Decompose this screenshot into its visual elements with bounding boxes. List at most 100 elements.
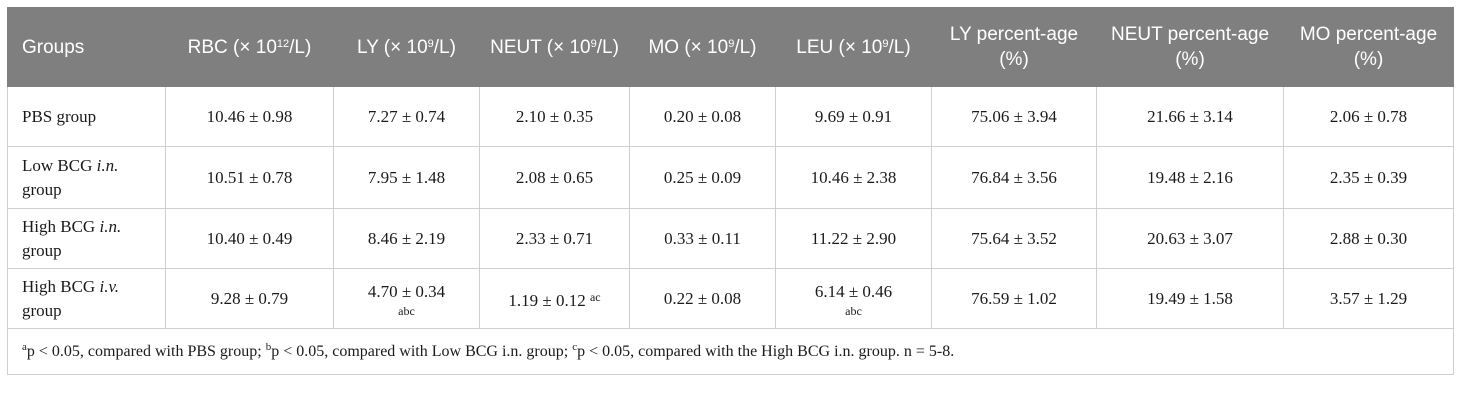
group-name: PBS group: [22, 106, 97, 126]
column-header-text: MO (× 10: [648, 36, 729, 58]
column-header-text: Groups: [22, 36, 85, 58]
column-header: NEUT percent-age (%): [1096, 7, 1284, 87]
table-row: High BCG i.n. group 10.40 ± 0.49 8.46 ± 2.…: [7, 208, 1454, 269]
column-header-exponent: 12: [276, 37, 290, 50]
cell-value: 3.57 ± 1.29: [1329, 288, 1408, 308]
column-header-unit: /L): [289, 36, 312, 58]
table-row: High BCG i.v. group 9.28 ± 0.79 4.70 ± 0.3…: [7, 268, 1454, 329]
cell-value: 8.46 ± 2.19: [367, 228, 446, 248]
value-cell: 0.25 ± 0.09: [629, 146, 776, 209]
cell-value: 9.69 ± 0.91: [814, 106, 893, 126]
table-footer: ap < 0.05, compared with PBS group; bp <…: [7, 328, 1454, 375]
value-cell: 21.66 ± 3.14: [1096, 86, 1284, 147]
value-cell: 75.64 ± 3.52: [931, 208, 1097, 269]
value-cell: 75.06 ± 3.94: [931, 86, 1097, 147]
column-header-text: LEU (× 10: [796, 36, 883, 58]
column-header-exponent: 9: [728, 37, 735, 50]
table-row: PBS group 10.46 ± 0.98 7.27 ± 0.74 2.10 ± 0…: [7, 86, 1454, 147]
value-cell: 9.69 ± 0.91: [775, 86, 932, 147]
footnote-text: p < 0.05, compared with Low BCG i.n. gro…: [271, 342, 573, 360]
cell-value: 2.88 ± 0.30: [1329, 228, 1408, 248]
cell-value: 4.70 ± 0.34: [367, 281, 446, 301]
cell-value: 2.35 ± 0.39: [1329, 167, 1408, 187]
column-header-unit: /L): [596, 36, 619, 58]
cell-value: 1.19 ± 0.12: [508, 290, 586, 310]
cell-value: 2.08 ± 0.65: [515, 167, 594, 187]
column-header: Groups: [7, 7, 166, 87]
cell-value: 0.33 ± 0.11: [664, 228, 741, 248]
value-cell: 3.57 ± 1.29: [1283, 268, 1454, 329]
significance-mark: abc: [845, 303, 862, 318]
value-cell: 10.46 ± 0.98: [165, 86, 334, 147]
cell-value: 11.22 ± 2.90: [810, 228, 897, 248]
group-suffix: group: [22, 240, 62, 260]
column-header-text: MO percent-age (%): [1299, 24, 1438, 70]
significance-mark: ac: [589, 289, 601, 304]
table-row: Low BCG i.n. group 10.51 ± 0.78 7.95 ± 1.4…: [7, 146, 1454, 209]
footnote-text: p < 0.05, compared with the High BCG i.n…: [577, 342, 955, 360]
value-cell: 76.59 ± 1.02: [931, 268, 1097, 329]
value-cell: 0.22 ± 0.08: [629, 268, 776, 329]
cell-value: 19.49 ± 1.58: [1147, 288, 1233, 308]
value-cell: 1.19 ± 0.12 ac: [479, 268, 630, 329]
group-suffix: group: [22, 300, 62, 320]
cell-value: 7.95 ± 1.48: [367, 167, 446, 187]
column-header-unit: /L): [734, 36, 757, 58]
group-route: i.n.: [96, 155, 119, 175]
column-header: MO (× 109/L): [629, 7, 776, 87]
value-cell: 2.06 ± 0.78: [1283, 86, 1454, 147]
column-header-exponent: 9: [590, 37, 597, 50]
table-header: Groups RBC (× 1012/L) LY (× 109/L) NEUT (× …: [7, 7, 1454, 87]
cell-value: 2.33 ± 0.71: [515, 228, 594, 248]
column-header: LEU (× 109/L): [775, 7, 932, 87]
cell-value: 0.25 ± 0.09: [663, 167, 742, 187]
value-cell: 0.20 ± 0.08: [629, 86, 776, 147]
group-route: i.n.: [99, 216, 122, 236]
value-cell: 2.88 ± 0.30: [1283, 208, 1454, 269]
value-cell: 2.35 ± 0.39: [1283, 146, 1454, 209]
group-route: i.v.: [99, 276, 119, 296]
column-header-exponent: 9: [882, 37, 889, 50]
value-cell: 7.27 ± 0.74: [333, 86, 480, 147]
column-header: MO percent-age (%): [1283, 7, 1454, 87]
column-header-text: LY (× 10: [357, 36, 428, 58]
value-cell: 19.49 ± 1.58: [1096, 268, 1284, 329]
value-cell: 2.08 ± 0.65: [479, 146, 630, 209]
cell-value: 75.06 ± 3.94: [971, 106, 1057, 126]
footnote-marker: a: [22, 340, 27, 353]
cell-value: 2.06 ± 0.78: [1329, 106, 1408, 126]
value-cell: 9.28 ± 0.79: [165, 268, 334, 329]
group-name: High BCG: [22, 216, 100, 236]
value-cell: 10.51 ± 0.78: [165, 146, 334, 209]
value-cell: 20.63 ± 3.07: [1096, 208, 1284, 269]
footnote-text: p < 0.05, compared with PBS group;: [26, 342, 266, 360]
value-cell: 76.84 ± 3.56: [931, 146, 1097, 209]
cell-value: 20.63 ± 3.07: [1147, 228, 1233, 248]
cell-value: 6.14 ± 0.46: [814, 281, 893, 301]
significance-mark: abc: [398, 303, 415, 318]
value-cell: 4.70 ± 0.34 abc: [333, 268, 480, 329]
cell-value: 21.66 ± 3.14: [1147, 106, 1233, 126]
column-header-text: NEUT (× 10: [490, 36, 591, 58]
value-cell: 0.33 ± 0.11: [629, 208, 776, 269]
group-name: Low BCG: [22, 155, 97, 175]
value-cell: 8.46 ± 2.19: [333, 208, 480, 269]
value-cell: 6.14 ± 0.46 abc: [775, 268, 932, 329]
value-cell: 2.33 ± 0.71: [479, 208, 630, 269]
group-cell: High BCG i.n. group: [7, 208, 166, 269]
group-cell: PBS group: [7, 86, 166, 147]
cell-value: 0.22 ± 0.08: [663, 288, 742, 308]
table-body: PBS group 10.46 ± 0.98 7.27 ± 0.74 2.10 ± 0…: [7, 86, 1454, 329]
column-header-text: RBC (× 10: [187, 36, 277, 58]
column-header-text: NEUT percent-age (%): [1110, 24, 1270, 70]
column-header: NEUT (× 109/L): [479, 7, 630, 87]
group-suffix: group: [22, 179, 62, 199]
cell-value: 76.84 ± 3.56: [971, 167, 1057, 187]
cell-value: 10.46 ± 0.98: [206, 106, 293, 126]
blood-count-table: Groups RBC (× 1012/L) LY (× 109/L) NEUT (× …: [7, 7, 1454, 375]
cell-value: 76.59 ± 1.02: [971, 288, 1057, 308]
cell-value: 0.20 ± 0.08: [663, 106, 742, 126]
column-header: LY (× 109/L): [333, 7, 480, 87]
header-row: Groups RBC (× 1012/L) LY (× 109/L) NEUT (× …: [7, 7, 1454, 87]
data-table-container: Groups RBC (× 1012/L) LY (× 109/L) NEUT (× …: [7, 7, 1454, 375]
